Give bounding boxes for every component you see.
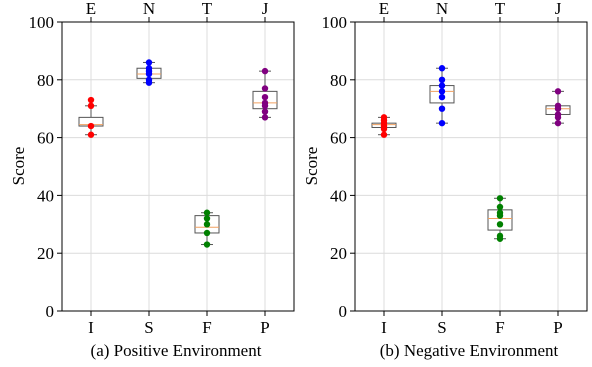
data-point <box>203 229 211 237</box>
data-point <box>496 232 504 240</box>
y-tick-label: 60 <box>330 129 347 148</box>
data-point <box>554 102 562 110</box>
x-tick-label-top: E <box>86 0 96 18</box>
data-point <box>496 221 504 228</box>
x-tick-label-top: E <box>379 0 389 18</box>
data-point <box>261 67 269 75</box>
data-point <box>203 221 211 228</box>
data-point <box>380 131 388 138</box>
data-point <box>554 88 562 95</box>
caption-negative: (b) Negative Environment <box>380 341 559 360</box>
x-tick-label-bottom: P <box>553 318 562 337</box>
x-tick-label-top: N <box>143 0 155 18</box>
x-tick-label-top: J <box>262 0 269 18</box>
data-point <box>261 99 269 107</box>
x-tick-label-bottom: I <box>88 318 94 337</box>
y-tick-label: 80 <box>37 71 54 90</box>
data-point <box>438 82 446 89</box>
data-point <box>203 215 211 222</box>
data-point <box>87 131 95 138</box>
data-point <box>380 114 388 121</box>
y-axis-label: Score <box>302 147 321 186</box>
data-point <box>496 203 504 211</box>
x-tick-label-bottom: F <box>202 318 211 337</box>
x-tick-label-top: J <box>555 0 562 18</box>
box-series-I <box>78 96 104 138</box>
data-point <box>496 195 504 202</box>
box-series-F <box>487 195 513 242</box>
data-point <box>554 119 562 127</box>
y-tick-label: 60 <box>37 129 54 148</box>
x-tick-label-top: T <box>202 0 213 18</box>
y-tick-label: 0 <box>46 302 55 321</box>
x-tick-label-bottom: S <box>437 318 446 337</box>
data-point <box>496 209 504 216</box>
y-axis-label: Score <box>9 147 28 186</box>
grid <box>355 22 587 311</box>
data-point <box>145 65 153 72</box>
data-point <box>438 93 446 101</box>
y-tick-label: 0 <box>339 302 348 321</box>
y-tick-label: 40 <box>37 186 54 205</box>
data-point <box>145 76 153 84</box>
data-point <box>87 122 95 130</box>
plot-frame <box>61 21 295 312</box>
y-tick-label: 80 <box>330 71 347 90</box>
box-series-P <box>252 67 278 121</box>
box-series-S <box>136 59 162 86</box>
data-point <box>438 65 446 72</box>
box-series-S <box>429 65 455 127</box>
data-point <box>203 241 211 248</box>
data-point <box>261 108 269 115</box>
caption-positive: (a) Positive Environment <box>91 341 262 360</box>
panel-positive: Score (a) Positive Environment 0 20 40 60 80… <box>9 0 295 360</box>
grid <box>62 22 294 311</box>
data-point <box>87 96 95 104</box>
y-tick-label: 20 <box>37 244 54 263</box>
data-point <box>554 111 562 118</box>
box-series-F <box>194 209 220 248</box>
data-point <box>438 76 446 84</box>
data-point <box>261 85 269 92</box>
x-tick-label-bottom: P <box>260 318 269 337</box>
plot-frame <box>354 21 588 312</box>
x-tick-label-bottom: I <box>381 318 387 337</box>
data-point <box>87 102 95 110</box>
y-tick-label: 100 <box>29 13 55 32</box>
data-point <box>438 88 446 95</box>
x-tick-label-top: N <box>436 0 448 18</box>
data-point <box>261 114 269 121</box>
panel-negative: Score (b) Negative Environment 0 20 40 60 80… <box>302 0 588 360</box>
x-tick-label-bottom: S <box>144 318 153 337</box>
y-tick-label: 20 <box>330 244 347 263</box>
data-point <box>438 105 446 112</box>
data-point <box>203 209 211 216</box>
x-tick-label-bottom: F <box>495 318 504 337</box>
box-series-I <box>371 114 397 138</box>
y-tick-label: 100 <box>322 13 348 32</box>
x-tick-label-top: T <box>495 0 506 18</box>
data-point <box>145 59 153 66</box>
y-tick-label: 40 <box>330 186 347 205</box>
data-point <box>438 119 446 127</box>
box-series-P <box>545 88 571 127</box>
data-point <box>261 93 269 101</box>
